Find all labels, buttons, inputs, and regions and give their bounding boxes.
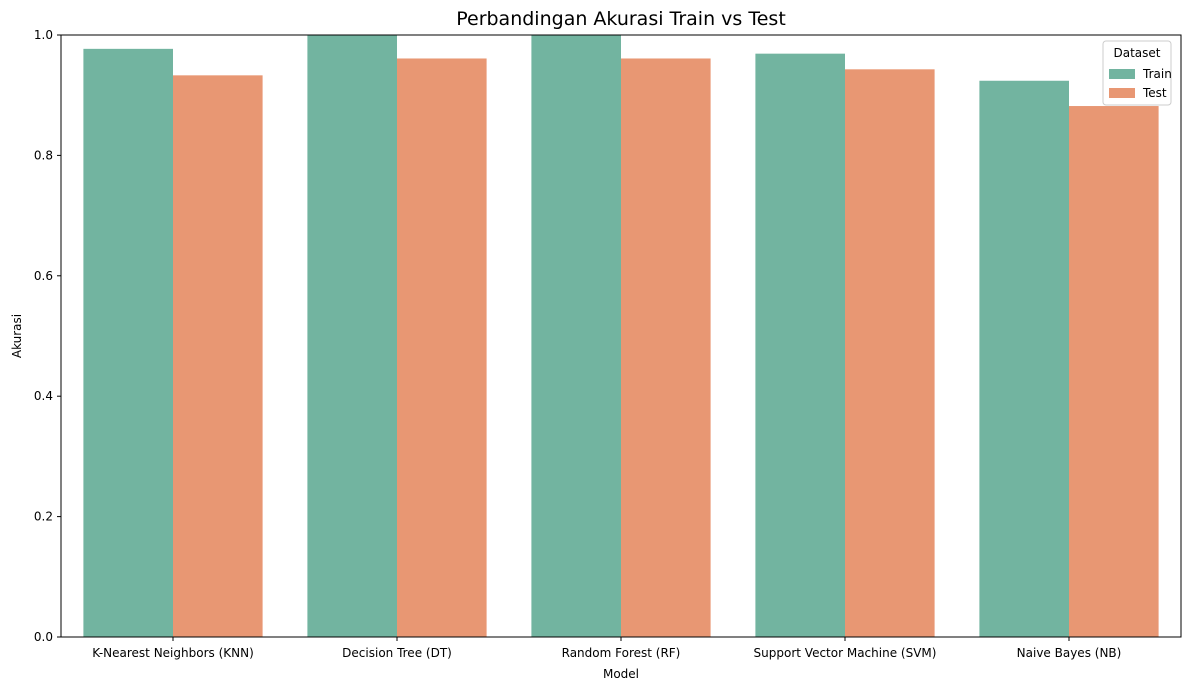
bar-test-4 [1069,106,1159,637]
legend-label-train: Train [1142,67,1172,81]
axes-layer: K-Nearest Neighbors (KNN) Decision Tree (… [34,28,1182,660]
bar-train-3 [755,53,845,638]
bar-train-0 [83,48,173,637]
bar-test-3 [845,69,935,637]
y-tick-label: 0.8 [34,148,53,162]
legend: Dataset Train Test [1102,40,1172,106]
bar-test-2 [621,58,711,637]
y-tick-label: 0.0 [34,630,53,644]
x-tick-label: Naive Bayes (NB) [1017,646,1122,660]
plot-frame [60,34,1182,638]
x-tick-label: Support Vector Machine (SVM) [754,646,937,660]
bars-layer [83,35,1159,638]
y-tick-label: 0.4 [34,389,53,403]
chart-title: Perbandingan Akurasi Train vs Test [456,8,786,30]
y-tick-label: 0.2 [34,510,53,524]
y-axis-label: Akurasi [10,314,24,358]
bar-train-1 [307,35,397,637]
x-tick-label: Decision Tree (DT) [342,646,452,660]
legend-swatch-train [1109,69,1135,79]
x-axis-label: Model [603,667,639,681]
bar-train-4 [979,80,1069,637]
legend-title: Dataset [1114,46,1161,60]
x-tick-label: Random Forest (RF) [562,646,681,660]
bar-test-0 [173,75,263,638]
x-tick-label: K-Nearest Neighbors (KNN) [92,646,254,660]
bar-test-1 [397,58,487,637]
legend-label-test: Test [1142,86,1167,100]
bar-train-2 [531,35,621,637]
legend-swatch-test [1109,88,1135,98]
y-tick-label: 0.6 [34,269,53,283]
y-tick-label: 1.0 [34,28,53,42]
